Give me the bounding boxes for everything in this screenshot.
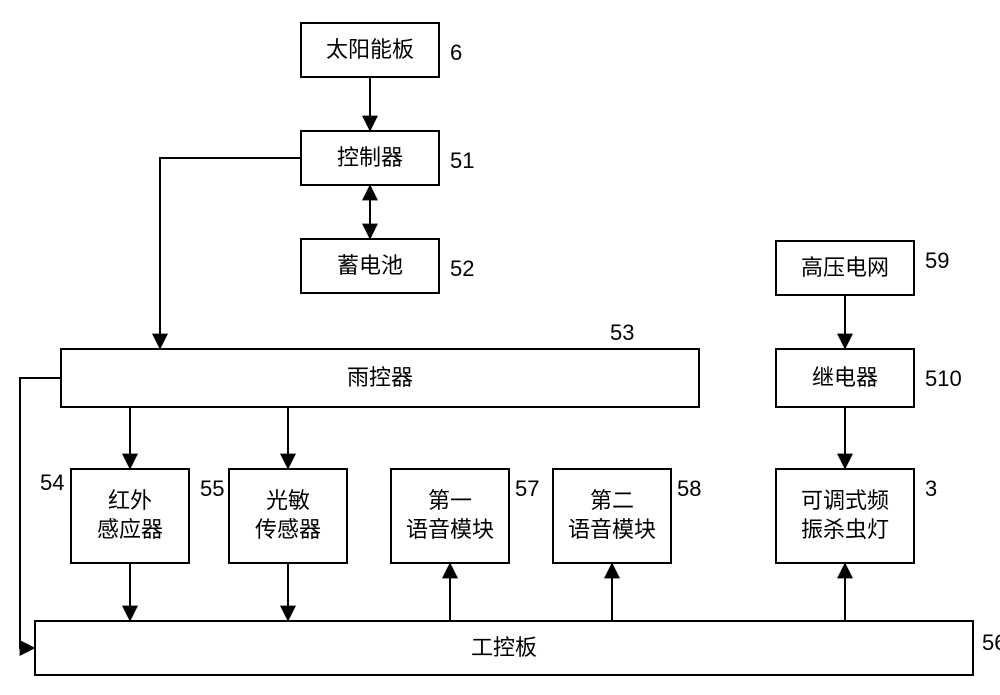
node-rain: 雨控器	[60, 348, 700, 408]
node-text: 高压电网	[801, 254, 889, 283]
node-ir: 红外 感应器	[70, 468, 190, 564]
node-text: 继电器	[812, 364, 878, 393]
node-label-ctrl: 51	[450, 148, 474, 174]
node-lamp: 可调式频 振杀虫灯	[775, 468, 915, 564]
node-relay: 继电器	[775, 348, 915, 408]
node-text: 光敏 传感器	[255, 487, 321, 544]
node-text: 第二 语音模块	[568, 487, 656, 544]
node-text: 控制器	[337, 144, 403, 173]
node-text: 雨控器	[347, 364, 413, 393]
node-ind: 工控板	[34, 620, 974, 676]
node-label-hv: 59	[925, 248, 949, 274]
node-text: 可调式频 振杀虫灯	[801, 487, 889, 544]
node-label-v1: 57	[515, 476, 539, 502]
node-label-solar: 6	[450, 40, 462, 66]
node-light: 光敏 传感器	[228, 468, 348, 564]
diagram-canvas: 太阳能板 6 控制器 51 蓄电池 52 高压电网 59 雨控器 53 继电器 510 红外 感应器 55…	[0, 0, 1000, 695]
node-text: 蓄电池	[337, 252, 403, 281]
node-v1: 第一 语音模块	[390, 468, 510, 564]
node-label-relay: 510	[925, 366, 962, 392]
node-text: 太阳能板	[326, 36, 414, 65]
node-solar: 太阳能板	[300, 22, 440, 78]
extra-label-0: 54	[40, 470, 64, 496]
node-label-v2: 58	[677, 476, 701, 502]
node-battery: 蓄电池	[300, 238, 440, 294]
node-label-lamp: 3	[925, 476, 937, 502]
node-hv: 高压电网	[775, 240, 915, 296]
node-text: 工控板	[471, 634, 537, 663]
node-label-ir: 55	[200, 476, 224, 502]
node-label-battery: 52	[450, 256, 474, 282]
node-label-ind: 56	[982, 630, 1000, 656]
node-text: 第一 语音模块	[406, 487, 494, 544]
node-v2: 第二 语音模块	[552, 468, 672, 564]
node-text: 红外 感应器	[97, 487, 163, 544]
node-ctrl: 控制器	[300, 130, 440, 186]
node-label-rain: 53	[610, 320, 634, 346]
